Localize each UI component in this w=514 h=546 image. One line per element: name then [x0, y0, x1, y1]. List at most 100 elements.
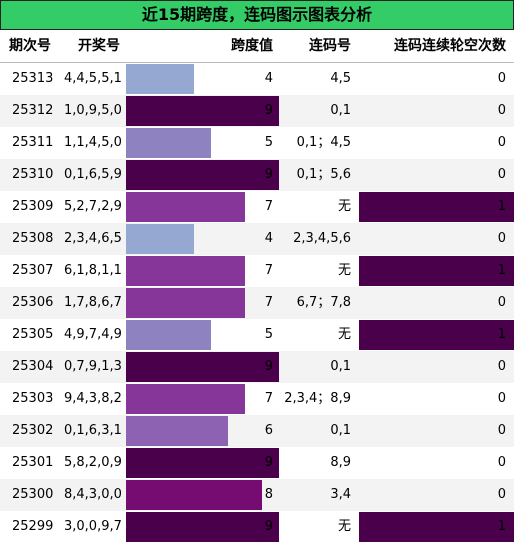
span-value: 9: [264, 455, 273, 470]
missing-value: 1: [497, 327, 506, 342]
lianma-cell: 0,1: [330, 423, 351, 438]
missing-value: 0: [497, 423, 506, 438]
issue-cell: 25308: [12, 231, 54, 246]
span-value: 9: [264, 359, 273, 374]
span-value: 7: [264, 199, 273, 214]
lianma-cell: 无: [337, 519, 351, 534]
draw-cell: 3,0,0,9,7: [64, 519, 122, 534]
table-row: 25304 0,7,9,1,3 9 0,1 0: [0, 351, 514, 383]
span-value: 9: [264, 103, 273, 118]
header-span: 跨度值: [231, 38, 273, 54]
issue-cell: 25299: [12, 519, 54, 534]
chart-title: 近15期跨度，连码图示图表分析: [0, 0, 514, 30]
draw-cell: 2,3,4,6,5: [64, 231, 122, 246]
span-value: 7: [264, 391, 273, 406]
missing-value: 1: [497, 263, 506, 278]
missing-value: 0: [497, 167, 506, 182]
lianma-cell: 无: [337, 263, 351, 278]
table-row: 25305 4,9,7,4,9 5 无 1: [0, 319, 514, 351]
span-value: 4: [264, 71, 273, 86]
span-bar: [126, 416, 228, 446]
issue-cell: 25310: [12, 167, 54, 182]
span-bar: [126, 224, 194, 254]
table-row: 25313 4,4,5,5,1 4 4,5 0: [0, 63, 514, 95]
issue-cell: 25303: [12, 391, 54, 406]
issue-cell: 25309: [12, 199, 54, 214]
issue-cell: 25306: [12, 295, 54, 310]
table-row: 25308 2,3,4,6,5 4 2,3,4,5,6 0: [0, 223, 514, 255]
draw-cell: 1,7,8,6,7: [64, 295, 122, 310]
missing-bar: [359, 512, 514, 542]
issue-cell: 25302: [12, 423, 54, 438]
header-draw: 开奖号: [78, 38, 120, 54]
draw-cell: 9,4,3,8,2: [64, 391, 122, 406]
missing-value: 0: [497, 359, 506, 374]
table-row: 25311 1,1,4,5,0 5 0,1；4,5 0: [0, 127, 514, 159]
span-bar: [126, 192, 245, 222]
lianma-cell: 0,1；4,5: [296, 135, 351, 150]
span-bar: [126, 320, 211, 350]
span-bar: [126, 352, 279, 382]
span-value: 7: [264, 263, 273, 278]
missing-value: 1: [497, 199, 506, 214]
lianma-cell: 无: [337, 199, 351, 214]
missing-value: 0: [497, 295, 506, 310]
missing-value: 0: [497, 455, 506, 470]
header-missing: 连码连续轮空次数: [394, 38, 506, 54]
span-bar: [126, 128, 211, 158]
lianma-cell: 4,5: [330, 71, 351, 86]
lianma-cell: 0,1: [330, 103, 351, 118]
span-value: 5: [264, 327, 273, 342]
table-header: 期次号 开奖号 跨度值 连码号 连码连续轮空次数: [0, 30, 514, 63]
span-bar: [126, 512, 279, 542]
missing-value: 0: [497, 71, 506, 86]
missing-bar: [359, 192, 514, 222]
missing-value: 1: [497, 519, 506, 534]
header-lianma: 连码号: [309, 38, 351, 54]
issue-cell: 25301: [12, 455, 54, 470]
lianma-cell: 无: [337, 327, 351, 342]
draw-cell: 1,1,4,5,0: [64, 135, 122, 150]
table-row: 25307 6,1,8,1,1 7 无 1: [0, 255, 514, 287]
lianma-cell: 3,4: [330, 487, 351, 502]
span-value: 9: [264, 167, 273, 182]
issue-cell: 25313: [12, 71, 54, 86]
draw-cell: 8,4,3,0,0: [64, 487, 122, 502]
draw-cell: 6,1,8,1,1: [64, 263, 122, 278]
span-bar: [126, 64, 194, 94]
span-value: 9: [264, 519, 273, 534]
table-row: 25302 0,1,6,3,1 6 0,1 0: [0, 415, 514, 447]
span-value: 7: [264, 295, 273, 310]
table-row: 25312 1,0,9,5,0 9 0,1 0: [0, 95, 514, 127]
table-row: 25299 3,0,0,9,7 9 无 1: [0, 511, 514, 543]
span-value: 5: [264, 135, 273, 150]
issue-cell: 25300: [12, 487, 54, 502]
missing-value: 0: [497, 487, 506, 502]
span-bar: [126, 384, 245, 414]
lianma-cell: 6,7；7,8: [296, 295, 351, 310]
span-value: 6: [264, 423, 273, 438]
span-value: 4: [264, 231, 273, 246]
span-bar: [126, 96, 279, 126]
span-value: 8: [264, 487, 273, 502]
lianma-cell: 0,1: [330, 359, 351, 374]
issue-cell: 25312: [12, 103, 54, 118]
span-bar: [126, 160, 279, 190]
table-row: 25301 5,8,2,0,9 9 8,9 0: [0, 447, 514, 479]
draw-cell: 0,1,6,5,9: [64, 167, 122, 182]
table-row: 25310 0,1,6,5,9 9 0,1；5,6 0: [0, 159, 514, 191]
issue-cell: 25304: [12, 359, 54, 374]
span-bar: [126, 256, 245, 286]
missing-bar: [359, 256, 514, 286]
issue-cell: 25311: [12, 135, 54, 150]
draw-cell: 5,8,2,0,9: [64, 455, 122, 470]
draw-cell: 0,1,6,3,1: [64, 423, 122, 438]
draw-cell: 4,4,5,5,1: [64, 71, 122, 86]
issue-cell: 25305: [12, 327, 54, 342]
table-row: 25303 9,4,3,8,2 7 2,3,4；8,9 0: [0, 383, 514, 415]
lianma-cell: 2,3,4,5,6: [293, 231, 351, 246]
missing-bar: [359, 320, 514, 350]
draw-cell: 1,0,9,5,0: [64, 103, 122, 118]
draw-cell: 5,2,7,2,9: [64, 199, 122, 214]
missing-value: 0: [497, 135, 506, 150]
